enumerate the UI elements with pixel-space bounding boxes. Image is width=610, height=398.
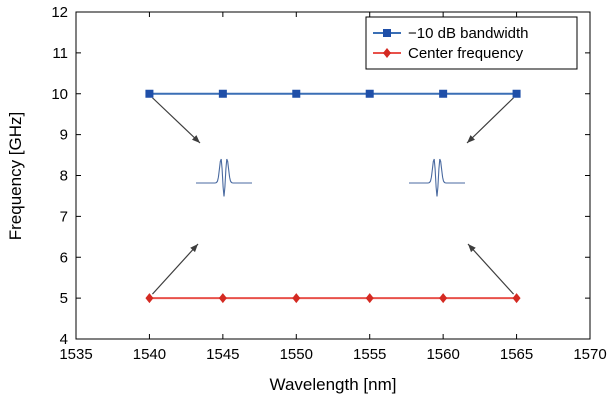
data-point-diamond xyxy=(218,293,227,304)
series-layer xyxy=(145,89,521,304)
legend: −10 dB bandwidth Center frequency xyxy=(365,16,578,70)
y-tick-label: 9 xyxy=(60,127,68,144)
arrow-shaft xyxy=(466,97,514,144)
x-tick-label: 1550 xyxy=(280,346,313,363)
y-tick-label: 6 xyxy=(60,249,68,266)
y-tick-label: 5 xyxy=(60,290,68,307)
arrow-shaft xyxy=(151,243,199,295)
data-point-square xyxy=(512,89,521,98)
x-tick-label: 1565 xyxy=(500,346,533,363)
legend-marker xyxy=(383,29,391,37)
arrow-head xyxy=(468,244,476,253)
legend-label: Center frequency xyxy=(408,45,524,62)
arrow-shaft xyxy=(152,97,201,144)
legend-item: Center frequency xyxy=(373,45,524,62)
y-tick-label: 10 xyxy=(51,86,68,103)
arrow-head xyxy=(191,135,200,143)
data-point-diamond xyxy=(292,293,301,304)
y-tick-label: 7 xyxy=(60,208,68,225)
annotation-arrow xyxy=(151,243,199,295)
arrow-head xyxy=(467,135,475,143)
x-axis: 1535 1540 1545 1550 1555 1560 1565 1570 xyxy=(59,12,607,363)
data-point-diamond xyxy=(365,293,374,304)
y-tick-label: 4 xyxy=(60,331,68,348)
data-point-square xyxy=(145,89,154,98)
right-response-inset xyxy=(409,158,465,197)
series-1 xyxy=(145,89,521,98)
data-point-square xyxy=(439,89,448,98)
x-tick-label: 1560 xyxy=(426,346,459,363)
annotation-arrow xyxy=(466,97,514,144)
left-response-inset xyxy=(196,158,252,197)
y-tick-label: 11 xyxy=(52,45,68,62)
legend-box xyxy=(365,16,578,70)
x-axis-label: Wavelength [nm] xyxy=(270,375,397,394)
data-point-square xyxy=(292,89,301,98)
legend-item: −10 dB bandwidth xyxy=(373,25,529,42)
annotations xyxy=(151,97,515,295)
arrow-shaft xyxy=(467,243,515,295)
data-point-square xyxy=(365,89,374,98)
data-point-diamond xyxy=(439,293,448,304)
y-axis-label: Frequency [GHz] xyxy=(6,112,25,241)
x-tick-label: 1540 xyxy=(133,346,166,363)
annotation-arrow xyxy=(152,97,201,144)
legend-label: −10 dB bandwidth xyxy=(408,25,529,42)
data-point-diamond xyxy=(145,293,154,304)
x-tick-label: 1570 xyxy=(573,346,606,363)
arrow-head xyxy=(190,244,198,253)
data-point-square xyxy=(218,89,227,98)
x-tick-label: 1535 xyxy=(59,346,92,363)
x-tick-label: 1555 xyxy=(353,346,386,363)
annotation-arrow xyxy=(467,243,515,295)
series-2 xyxy=(145,293,521,304)
x-tick-label: 1545 xyxy=(206,346,239,363)
y-tick-label: 12 xyxy=(51,4,68,21)
legend-marker xyxy=(383,48,391,58)
y-axis: 4 5 6 7 8 9 10 11 12 xyxy=(51,4,590,348)
y-tick-label: 8 xyxy=(60,168,68,185)
data-point-diamond xyxy=(512,293,521,304)
